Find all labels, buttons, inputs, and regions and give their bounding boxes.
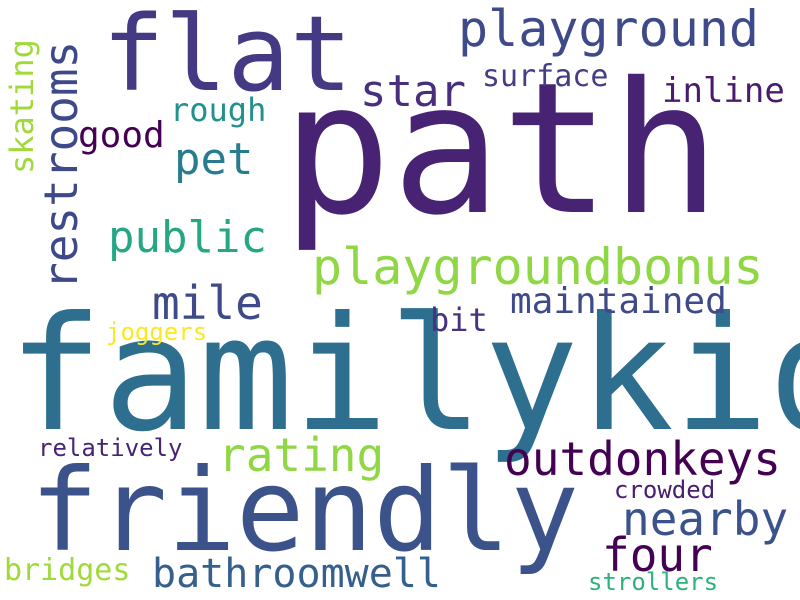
word-nearby: nearby: [622, 492, 789, 546]
word-familykid: familykid: [8, 283, 800, 467]
word-skating: skating: [3, 39, 41, 174]
word-restrooms: restrooms: [34, 40, 88, 290]
word-relatively: relatively: [38, 434, 183, 462]
word-four: four: [602, 528, 713, 582]
word-inline: inline: [662, 71, 785, 111]
word-maintained: maintained: [510, 281, 727, 322]
word-strollers: strollers: [588, 568, 719, 596]
word-public: public: [108, 212, 267, 263]
word-bridges: bridges: [4, 553, 131, 588]
word-bit: bit: [430, 301, 488, 339]
word-playgroundbonus: playgroundbonus: [312, 238, 764, 296]
word-flat: flat: [102, 0, 353, 115]
word-rating: rating: [218, 428, 385, 482]
word-path: path: [282, 43, 721, 255]
word-star: star: [360, 66, 466, 117]
word-surface: surface: [482, 59, 609, 94]
word-mile: mile: [152, 276, 263, 330]
word-bathroomwell: bathroomwell: [152, 551, 441, 597]
word-rough: rough: [170, 91, 267, 129]
word-joggers: joggers: [106, 318, 208, 346]
word-pet: pet: [174, 134, 254, 185]
word-playground: playground: [458, 0, 760, 58]
word-outdonkeys: outdonkeys: [504, 432, 781, 486]
word-friendly: friendly: [30, 444, 580, 577]
word-good: good: [78, 115, 165, 156]
word-crowded: crowded: [614, 476, 716, 504]
